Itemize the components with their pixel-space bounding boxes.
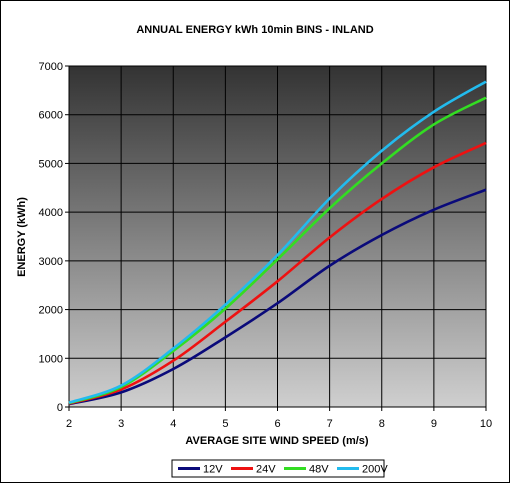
y-tick-label: 3000: [39, 256, 63, 268]
x-tick-label: 5: [222, 418, 228, 430]
y-tick-label: 7000: [39, 61, 63, 73]
series-line-200v: [68, 80, 487, 404]
x-tick-label: 10: [480, 418, 492, 430]
series-lines: [68, 80, 487, 406]
x-axis-label: AVERAGE SITE WIND SPEED (m/s): [185, 435, 368, 447]
axes: 2 3 4 5 6 7 8 9 10 0 1000 2000 3000 4000 5000 6000 7000: [39, 61, 493, 430]
y-axis-label: ENERGY (kWh): [16, 197, 28, 277]
x-tick-label: 8: [379, 418, 385, 430]
legend-label-48v: 48V: [309, 464, 329, 476]
y-tick-label: 1000: [39, 353, 63, 365]
series-line-24v: [68, 141, 487, 405]
y-tick-label: 6000: [39, 110, 63, 122]
legend: 12V 24V 48V 200V: [171, 459, 388, 478]
chart-title: ANNUAL ENERGY kWh 10min BINS - INLAND: [136, 24, 373, 36]
y-tick-label: 4000: [39, 207, 63, 219]
x-tick-label: 7: [327, 418, 333, 430]
x-tick-label: 3: [118, 418, 124, 430]
y-tick-label: 0: [57, 402, 63, 414]
series-line-12v: [68, 188, 487, 406]
x-tick-label: 4: [170, 418, 176, 430]
legend-box: [171, 459, 385, 478]
y-tick-label: 2000: [39, 305, 63, 317]
x-tick-label: 6: [274, 418, 280, 430]
legend-label-24v: 24V: [256, 464, 276, 476]
x-tick-label: 2: [66, 418, 72, 430]
legend-label-12v: 12V: [203, 464, 223, 476]
series-line-48v: [68, 96, 487, 405]
y-tick-label: 5000: [39, 158, 63, 170]
x-tick-label: 9: [431, 418, 437, 430]
legend-label-200v: 200V: [362, 464, 388, 476]
